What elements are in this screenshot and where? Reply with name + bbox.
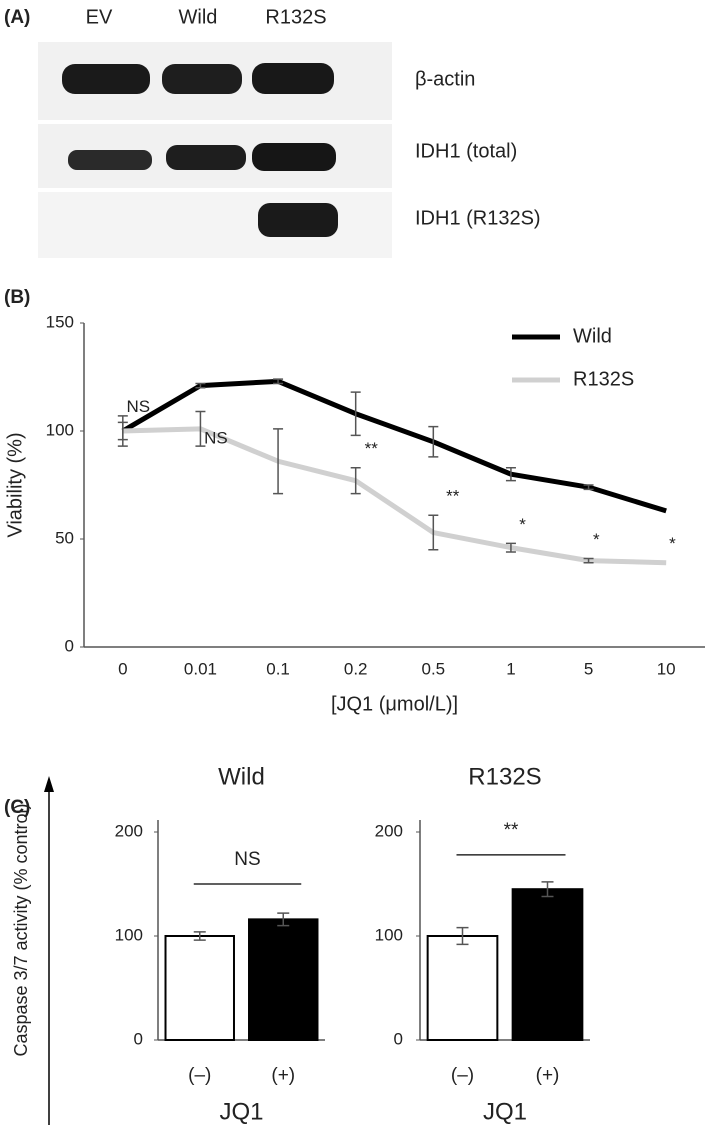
significance-label: NS <box>234 849 260 870</box>
x-tick-label: 5 <box>584 659 593 678</box>
error-bar <box>541 881 554 898</box>
annotation: NS <box>204 428 228 447</box>
x-tick-label: (+) <box>536 1065 560 1086</box>
annotation: ** <box>365 439 379 458</box>
x-tick-label: 0.2 <box>344 659 368 678</box>
y-tick-label: 0 <box>394 1029 403 1048</box>
arrow-head <box>44 776 54 792</box>
significance-label: ** <box>504 820 519 841</box>
y-tick-label: 150 <box>46 312 74 331</box>
x-tick-label: 1 <box>506 659 515 678</box>
error-bar <box>273 428 284 495</box>
error-bar <box>117 421 128 441</box>
error-bar <box>456 926 469 946</box>
bar <box>511 888 584 1042</box>
lane-label: Wild <box>179 6 218 28</box>
error-bar <box>193 931 206 941</box>
x-tick-label: 0.1 <box>266 659 290 678</box>
y-tick-label: 0 <box>65 636 74 655</box>
annotation: * <box>519 515 526 534</box>
error-bar <box>505 466 516 482</box>
row-label: IDH1 (R132S) <box>415 207 541 229</box>
y-tick-label: 0 <box>134 1029 143 1048</box>
y-tick-label: 100 <box>46 420 74 439</box>
chart-title: R132S <box>468 763 541 790</box>
x-tick-label: (–) <box>188 1065 211 1086</box>
bar <box>164 935 235 1041</box>
y-axis-label: Caspase 3/7 activity (% control) <box>11 803 31 1056</box>
x-axis-label: JQ1 <box>483 1098 527 1125</box>
error-bar <box>277 912 290 927</box>
annotation: ** <box>446 487 460 506</box>
panel-label: (C) <box>4 797 30 818</box>
error-bar <box>195 410 206 447</box>
y-axis-label: Viability (%) <box>4 432 26 537</box>
annotation: * <box>669 534 676 553</box>
series-line <box>121 378 667 514</box>
error-bar <box>350 391 361 437</box>
panel-label: (A) <box>4 7 30 28</box>
y-tick-label: 50 <box>55 528 74 547</box>
y-tick-label: 100 <box>375 925 403 944</box>
legend-label: Wild <box>573 325 612 347</box>
chart-title: Wild <box>218 763 265 790</box>
blot <box>38 42 392 258</box>
x-axis-label: [JQ1 (μmol/L)] <box>331 693 458 715</box>
x-tick-label: 10 <box>657 659 676 678</box>
y-tick-label: 100 <box>115 925 143 944</box>
error-bar <box>583 484 594 491</box>
row-label: IDH1 (total) <box>415 140 517 162</box>
x-tick-label: (+) <box>271 1065 295 1086</box>
series-line <box>122 426 667 566</box>
x-tick-label: (–) <box>451 1065 474 1086</box>
error-bar <box>428 425 439 458</box>
y-tick-label: 200 <box>375 821 403 840</box>
lane-label: EV <box>86 6 113 28</box>
x-axis-label: JQ1 <box>219 1098 263 1125</box>
error-bar <box>505 542 516 553</box>
row-label: β-actin <box>415 68 475 90</box>
error-bar <box>195 382 206 389</box>
annotation: * <box>593 530 600 549</box>
x-tick-label: 0 <box>118 659 127 678</box>
error-bar <box>583 557 594 564</box>
error-bar <box>350 466 361 495</box>
error-bar <box>428 514 439 551</box>
x-tick-label: 0.5 <box>421 659 445 678</box>
lane-label: R132S <box>265 6 326 28</box>
bar <box>248 918 319 1041</box>
panel-label: (B) <box>4 287 30 308</box>
x-tick-label: 0.01 <box>184 659 217 678</box>
error-bar <box>273 378 284 385</box>
bar <box>426 935 499 1041</box>
annotation: NS <box>127 397 151 416</box>
legend-label: R132S <box>573 368 634 390</box>
y-tick-label: 200 <box>115 821 143 840</box>
